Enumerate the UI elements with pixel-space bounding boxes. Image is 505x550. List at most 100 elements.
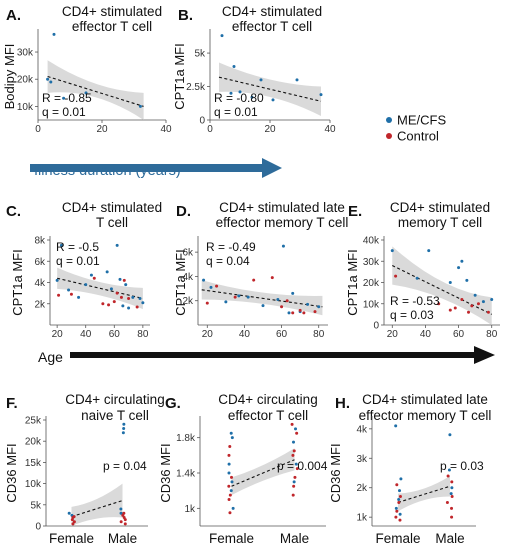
panel-title-line: CD4+ stimulated [62,4,162,19]
data-point-mecfs [230,436,234,440]
data-point-control [290,422,294,426]
data-point-mecfs [294,427,298,431]
data-point-control [228,445,232,448]
panel-title-line: effector T cell [228,408,308,423]
data-point-mecfs [449,492,453,496]
data-point-control [453,306,457,310]
y-tick-label: 10k [17,102,34,113]
data-point-mecfs [250,95,254,99]
data-point-mecfs [119,511,123,515]
data-point-control [295,467,299,471]
data-point-control [291,453,295,457]
panel-label: C. [6,203,21,220]
y-tick-label: 1k [184,504,196,515]
x-tick-label: 20 [202,329,214,340]
data-point-mecfs [138,296,142,300]
y-axis-label: CPT1a MFI [345,249,360,315]
data-point-mecfs [291,440,295,444]
age-arrow-label: Age [38,349,63,365]
data-point-mecfs [390,249,394,253]
legend-control-label: Control [397,129,439,144]
stat-text: q = 0.03 [390,308,434,322]
data-point-mecfs [122,426,126,430]
data-point-mecfs [67,511,71,515]
data-point-mecfs [276,298,280,301]
y-tick-label: 0 [373,321,379,332]
data-point-control [230,475,234,479]
x-tick-label: 40 [80,329,92,340]
y-tick-label: 2.5k [186,82,206,93]
data-point-control [292,484,296,488]
stat-text: R = -0.80 [214,91,264,105]
panel-label: F. [6,395,18,412]
stat-text: p = 0.04 [103,459,147,473]
data-point-mecfs [141,301,145,305]
data-point-mecfs [238,90,242,94]
y-tick-label: 8k [34,236,46,247]
panel-title-line: CD4+ stimulated late [362,392,488,407]
data-point-mecfs [67,288,71,292]
confidence-band [231,448,295,496]
data-point-control [295,431,299,435]
x-tick-label: 0 [35,124,41,135]
x-tick-label: Male [280,531,309,546]
x-tick-label: 60 [109,329,121,340]
y-tick-label: 1.8k [176,433,196,444]
stat-text: q = 0.04 [206,254,250,268]
data-point-mecfs [281,244,285,248]
legend-mecfs-marker [386,117,392,123]
panel-title-line: CD4+ stimulated [62,200,162,215]
data-point-mecfs [448,281,452,284]
data-point-control [270,276,274,280]
age-arrow-head [474,346,495,364]
y-tick-label: 30k [17,48,34,59]
stat-text: q = 0.01 [56,254,100,268]
data-point-control [228,511,232,515]
data-point-control [437,302,441,306]
data-point-mecfs [55,278,59,282]
legend-mecfs-label: ME/CFS [397,113,446,128]
data-point-mecfs [232,64,236,68]
y-axis-label: CPT1a MFI [173,249,188,315]
age-arrow-shaft [70,352,475,358]
data-point-control [227,453,231,457]
data-point-mecfs [138,104,142,108]
x-tick-label: 20 [387,329,399,340]
data-point-control [450,495,454,499]
data-point-mecfs [220,34,224,38]
trend-line [231,459,295,487]
data-point-control [115,291,119,295]
data-point-control [291,311,295,315]
data-point-control [280,305,284,309]
confidence-band [47,60,144,120]
x-tick-label: 60 [276,329,288,340]
data-point-control [450,480,454,484]
panel-title-line: naive T cell [81,408,149,423]
data-point-control [450,506,454,510]
panel-title-line: CD4+ circulating [65,392,164,407]
data-point-control [227,484,231,488]
data-point-control [252,278,256,282]
x-tick-label: 80 [137,329,149,340]
stat-text: R = -0.53 [390,294,440,308]
y-tick-label: 6k [34,257,46,268]
trend-line [57,277,143,299]
data-point-control [398,518,402,522]
x-tick-label: 40 [324,124,336,135]
data-point-mecfs [394,506,398,510]
data-point-mecfs [62,96,66,100]
data-point-control [476,302,480,306]
data-point-mecfs [415,276,419,280]
data-point-control [448,308,452,312]
trend-line [397,485,451,503]
data-point-mecfs [399,477,403,481]
y-tick-label: 20k [363,278,380,289]
x-tick-label: Male [435,531,464,546]
data-point-control [122,278,126,282]
data-point-control [233,295,237,299]
